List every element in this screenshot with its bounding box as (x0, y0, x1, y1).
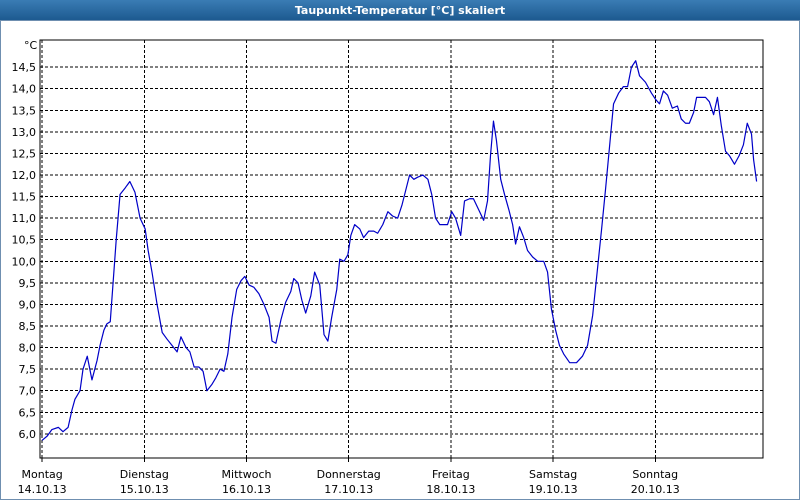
x-tick-label: Donnerstag (317, 468, 381, 481)
y-axis-label: °C (24, 39, 38, 52)
x-tick-date: 14.10.13 (18, 483, 67, 496)
x-tick-date: 15.10.13 (120, 483, 169, 496)
y-tick-label: 10,0 (12, 255, 37, 268)
y-tick-label: 7,5 (19, 363, 37, 376)
y-tick-label: 11,0 (12, 212, 37, 225)
x-tick-label: Montag (22, 468, 63, 481)
y-tick-label: 13,5 (12, 104, 37, 117)
y-tick-label: 14,0 (12, 83, 37, 96)
y-tick-label: 12,0 (12, 169, 37, 182)
x-tick-label: Sonntag (632, 468, 678, 481)
x-tick-label: Samstag (529, 468, 577, 481)
x-tick-label: Mittwoch (222, 468, 272, 481)
grid (40, 40, 763, 458)
data-line (41, 60, 758, 441)
y-tick-label: 6,5 (19, 406, 37, 419)
y-tick-label: 14,5 (12, 61, 37, 74)
y-tick-label: 11,5 (12, 191, 37, 204)
x-tick-date: 20.10.13 (631, 483, 680, 496)
y-tick-label: 7,0 (19, 385, 37, 398)
x-tick-date: 18.10.13 (426, 483, 475, 496)
x-tick-date: 16.10.13 (222, 483, 271, 496)
y-tick-label: 13,0 (12, 126, 37, 139)
y-tick-label: 9,0 (19, 298, 37, 311)
y-tick-label: 8,5 (19, 320, 37, 333)
y-tick-label: 6,0 (19, 428, 37, 441)
plot (41, 60, 758, 441)
chart-title: Taupunkt-Temperatur [°C] skaliert (295, 4, 505, 17)
plot-frame (39, 39, 764, 459)
y-tick-label: 9,5 (19, 277, 37, 290)
x-tick-date: 19.10.13 (529, 483, 578, 496)
y-tick-label: 8,0 (19, 342, 37, 355)
x-tick-date: 17.10.13 (324, 483, 373, 496)
y-tick-label: 12,5 (12, 147, 37, 160)
x-tick-label: Freitag (432, 468, 470, 481)
x-tick-label: Dienstag (120, 468, 169, 481)
y-tick-label: 10,5 (12, 234, 37, 247)
title-bar (0, 0, 800, 20)
